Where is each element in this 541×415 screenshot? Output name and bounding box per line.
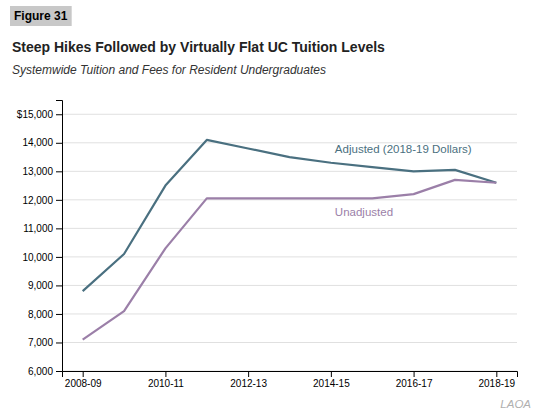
series-labels: Adjusted (2018-19 Dollars) Unadjusted [335,143,472,219]
y-tick-label: 9,000 [28,280,53,291]
grid-line [62,342,517,343]
x-tick-mark [414,371,415,377]
x-tick-mark [83,371,84,377]
x-tick: 2016-17 [396,371,433,389]
y-tick-mark [56,143,62,144]
y-tick-label: 8,000 [28,309,53,320]
grid [62,114,517,371]
y-tick: 10,000 [22,252,62,263]
figure-label-group: Figure 31 [10,6,72,26]
lines [83,140,497,340]
y-tick: 13,000 [22,166,62,177]
x-tick-mark [496,371,497,377]
y-tick-mark [56,342,62,343]
figure-label-box [10,6,72,26]
y-tick-label: 7,000 [28,337,53,348]
figure-label: Figure 31 [14,9,68,23]
x-tick-label: 2010-11 [148,378,184,389]
grid-line [62,228,517,229]
x-tick-label: 2014-15 [313,378,350,389]
x-tick-mark [248,371,249,377]
watermark: LAOA [500,398,531,410]
y-tick-label: 10,000 [22,252,53,263]
x-axis: 2008-09 2010-11 2012-13 2014-15 2016-17 2018-… [63,371,518,389]
y-tick-mark [56,114,62,115]
y-tick: 9,000 [28,280,62,291]
grid-line [62,313,517,314]
x-tick-label: 2008-09 [65,378,102,389]
y-tick-label: 12,000 [22,195,53,206]
x-tick: 2012-13 [230,371,267,389]
grid-line [62,256,517,257]
grid-line [62,114,517,115]
y-tick: 14,000 [22,137,62,148]
y-tick-mark [56,371,62,372]
y-axis-line [56,101,63,372]
series-line [83,140,497,291]
y-axis: 6,000 7,000 8,000 9,000 10,000 11,000 12,000 13… [17,101,63,377]
y-tick: 11,000 [23,223,62,234]
y-tick-label: 11,000 [23,223,53,234]
x-tick-mark [165,371,166,377]
y-tick-mark [56,228,62,229]
plot: 6,000 7,000 8,000 9,000 10,000 11,000 12,000 13… [17,101,518,390]
y-tick: 8,000 [28,309,62,320]
series-line [83,180,497,340]
y-tick-label: 6,000 [28,366,53,377]
title: Steep Hikes Followed by Virtually Flat U… [12,39,385,55]
chart-svg: Figure 31 Steep Hikes Followed by Virtual… [0,0,541,415]
series-label: Adjusted (2018-19 Dollars) [335,143,472,155]
y-tick-mark [56,257,62,258]
x-tick: 2014-15 [313,371,350,389]
y-tick-label: $15,000 [17,109,54,120]
series-label: Unadjusted [335,206,393,218]
y-tick-mark [56,314,62,315]
y-tick: 12,000 [22,195,62,206]
y-tick-label: 14,000 [22,137,53,148]
subtitle: Systemwide Tuition and Fees for Resident… [12,63,326,77]
x-tick: 2010-11 [148,371,184,389]
x-tick: 2008-09 [65,371,102,389]
x-tick-label: 2016-17 [396,378,433,389]
x-axis-line [63,372,518,378]
x-tick-mark [331,371,332,377]
x-tick: 2018-19 [478,371,515,389]
y-tick: $15,000 [17,109,62,120]
y-tick-mark [56,171,62,172]
y-tick: 6,000 [28,366,62,377]
grid-line [62,285,517,286]
y-tick-mark [56,200,62,201]
x-tick-label: 2012-13 [230,378,267,389]
y-tick-label: 13,000 [22,166,53,177]
y-tick: 7,000 [28,337,62,348]
x-tick-label: 2018-19 [478,378,515,389]
y-tick-mark [56,285,62,286]
